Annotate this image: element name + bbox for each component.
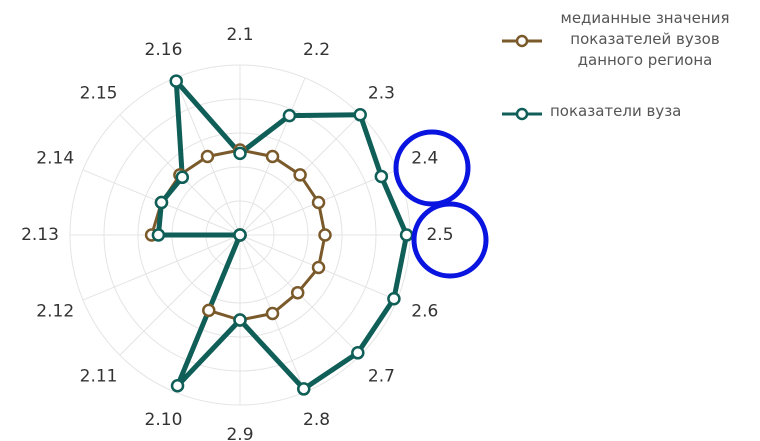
- highlight-circle: [393, 129, 471, 207]
- data-point: [297, 382, 311, 396]
- legend-icon: [502, 34, 542, 48]
- data-point: [200, 149, 215, 164]
- axis-label: 2.12: [36, 302, 74, 322]
- legend-label: показатели вуза: [550, 102, 682, 120]
- highlight-circle: [411, 201, 489, 279]
- data-point: [175, 170, 190, 185]
- axis-label: 2.14: [36, 148, 74, 168]
- data-point: [154, 195, 169, 210]
- data-point: [353, 108, 367, 122]
- legend: медианные значения показателей вузов дан…: [500, 8, 755, 152]
- axis-label: 2.16: [145, 40, 183, 60]
- data-point: [170, 379, 185, 393]
- data-point: [293, 168, 307, 182]
- data-point: [151, 228, 166, 242]
- series-line: [155, 78, 410, 392]
- axis-label: 2.1: [226, 25, 253, 45]
- legend-label: медианные значения показателей вузов дан…: [560, 9, 730, 69]
- data-point: [311, 260, 326, 275]
- grid-spoke: [82, 234, 241, 301]
- data-point: [387, 292, 401, 306]
- axis-label: 2.5: [426, 225, 453, 245]
- data-point: [311, 195, 326, 210]
- data-point: [265, 306, 280, 321]
- data-point: [233, 313, 247, 327]
- legend-icon: [502, 107, 542, 121]
- axis-label: 2.13: [21, 225, 59, 245]
- data-point: [290, 285, 305, 300]
- data-point: [282, 108, 297, 123]
- axis-label: 2.15: [80, 84, 118, 104]
- data-point: [233, 228, 247, 242]
- data-point: [351, 346, 365, 360]
- axis-label: 2.4: [411, 148, 438, 168]
- legend-item: показатели вуза: [500, 101, 755, 122]
- axis-label: 2.8: [303, 410, 330, 430]
- axis-label: 2.7: [368, 366, 395, 386]
- axis-label: 2.9: [226, 425, 253, 441]
- chart: 2.1 2.2 2.3 2.4 2.5 2.6 2.7 2.8 2.9 2.10 2.11 2.12 2…: [21, 25, 489, 441]
- grid-spoke: [119, 234, 241, 356]
- axis-label: 2.2: [303, 40, 330, 60]
- data-point: [202, 303, 216, 318]
- axis-label: 2.10: [145, 410, 183, 430]
- data-point: [318, 228, 332, 242]
- data-point: [374, 169, 389, 184]
- legend-marker: [515, 107, 529, 121]
- data-point: [265, 149, 280, 164]
- legend-item: медианные значения показателей вузов дан…: [500, 8, 755, 71]
- axis-label: 2.6: [411, 302, 438, 322]
- data-point: [169, 74, 183, 88]
- data-point: [399, 228, 414, 242]
- axis-label: 2.11: [80, 366, 118, 386]
- data-point: [233, 146, 247, 161]
- axis-label: 2.3: [368, 84, 395, 104]
- legend-marker: [515, 34, 529, 48]
